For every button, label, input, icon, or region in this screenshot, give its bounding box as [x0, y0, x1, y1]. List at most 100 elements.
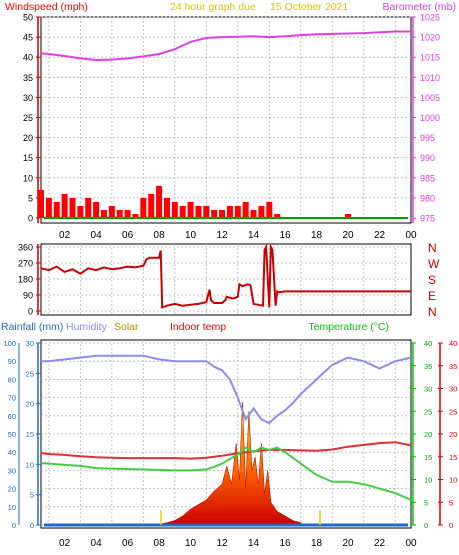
barometer-tick-label: 990	[420, 153, 435, 163]
time-tick-label: 16	[279, 538, 291, 549]
windspeed-bar	[219, 209, 226, 218]
humidity-tick-label: 70	[8, 394, 16, 403]
barometer-tick-label: 1025	[420, 13, 440, 23]
windspeed-tick-label: 35	[23, 73, 33, 83]
windspeed-bar	[85, 197, 92, 218]
barometer-line	[40, 30, 411, 62]
humidity-tick-label: 0	[12, 521, 16, 530]
panel-wind-time-axis: 02 04 06 08 10 12 14 16 18 20 22 00	[59, 230, 417, 241]
temperature-tick-label: 35	[424, 362, 432, 371]
time-tick-label: 12	[217, 538, 229, 549]
time-tick-label: 20	[342, 230, 354, 241]
graph-date-caption: 24 hour graph due	[170, 1, 256, 13]
barometer-axis: 975 980 985 990 995 1000 1005 1010 1015 1020 1025	[411, 13, 440, 224]
time-tick-label: 04	[91, 538, 103, 549]
time-tick-label: 06	[122, 538, 134, 549]
barometer-tick-label: 1005	[420, 93, 440, 103]
time-tick-label: 06	[122, 230, 134, 241]
humidity-line	[41, 354, 412, 425]
windspeed-bar	[195, 205, 202, 218]
indoor-temp-tick-label: 15	[449, 453, 457, 462]
time-tick-label: 14	[248, 230, 260, 241]
barometer-label: Barometer (mb)	[382, 1, 456, 13]
compass-label: W	[428, 257, 440, 271]
time-tick-label: 10	[185, 538, 197, 549]
indoor-temp-tick-label: 35	[449, 362, 457, 371]
indoor-temp-tick-label: 20	[449, 430, 457, 439]
windspeed-bar	[211, 209, 218, 218]
time-tick-label: 08	[154, 538, 166, 549]
windspeed-bar	[61, 193, 68, 218]
humidity-tick-label: 90	[8, 357, 16, 366]
temperature-tick-label: 25	[424, 407, 432, 416]
panel-direction-frame	[40, 243, 412, 316]
rainfall-tick-label: 0	[30, 521, 34, 530]
time-tick-label: 16	[279, 230, 291, 241]
indoor-temp-tick-label: 10	[449, 476, 457, 485]
panel-wind-frame	[40, 16, 412, 224]
time-tick-label: 10	[185, 230, 197, 241]
windspeed-bar	[116, 209, 123, 218]
windspeed-tick-label: 15	[23, 153, 33, 163]
temperature-tick-label: 5	[424, 498, 428, 507]
direction-tick-label: 270	[18, 259, 33, 269]
barometer-tick-label: 980	[420, 193, 435, 203]
humidity-label: Humidity	[66, 321, 108, 333]
time-tick-label: 08	[154, 230, 166, 241]
humidity-axis: 0 10 20 30 40 50 60 70 80 90 100	[3, 339, 20, 530]
windspeed-bar	[132, 213, 139, 218]
humidity-tick-label: 50	[8, 430, 16, 439]
time-tick-label: 02	[59, 538, 71, 549]
windspeed-tick-label: 40	[23, 53, 33, 63]
time-tick-label: 20	[342, 538, 354, 549]
humidity-tick-label: 40	[8, 448, 16, 457]
barometer-tick-label: 995	[420, 133, 435, 143]
indoor-temp-label: Indoor temp	[170, 321, 226, 333]
humidity-tick-label: 10	[8, 503, 16, 512]
windspeed-bar	[203, 205, 210, 218]
graph-date: 15 October 2021	[270, 1, 348, 13]
indoor-temp-tick-label: 0	[449, 521, 453, 530]
windspeed-tick-label: 20	[23, 133, 33, 143]
windspeed-bar	[45, 197, 52, 218]
windspeed-tick-label: 30	[23, 93, 33, 103]
temperature-tick-label: 15	[424, 453, 432, 462]
windspeed-bar	[266, 201, 273, 218]
windspeed-tick-label: 5	[28, 193, 33, 203]
windspeed-bar	[53, 201, 60, 218]
windspeed-bar	[163, 197, 170, 218]
barometer-tick-label: 1010	[420, 73, 440, 83]
windspeed-bar	[242, 201, 249, 218]
indoor-temp-tick-label: 40	[449, 339, 457, 348]
temperature-tick-label: 10	[424, 476, 432, 485]
wind-direction-line	[40, 243, 411, 309]
direction-tick-label: 360	[18, 243, 33, 253]
windspeed-tick-label: 25	[23, 113, 33, 123]
panel-temperature-time-axis: 02 04 06 08 10 12 14 16 18 20 22 00	[59, 538, 417, 549]
compass-label: E	[428, 289, 436, 303]
compass-label: N	[428, 241, 437, 255]
windspeed-bar	[148, 193, 155, 218]
humidity-tick-label: 30	[8, 466, 16, 475]
windspeed-bar	[234, 205, 241, 218]
windspeed-bar	[93, 201, 100, 218]
windspeed-bar	[345, 213, 352, 218]
time-tick-label: 14	[248, 538, 260, 549]
barometer-tick-label: 985	[420, 173, 435, 183]
temperature-tick-label: 20	[424, 430, 432, 439]
rainfall-tick-label: 30	[26, 339, 34, 348]
rainfall-tick-label: 25	[26, 369, 34, 378]
humidity-tick-label: 80	[8, 375, 16, 384]
solar-area	[156, 402, 303, 526]
direction-tick-label: 0	[28, 307, 33, 317]
windspeed-axis: 0 5 10 15 20 25 30 35 40 45 50	[23, 13, 41, 224]
windspeed-bar	[69, 197, 76, 218]
windspeed-bar	[38, 189, 44, 218]
time-tick-label: 00	[405, 538, 417, 549]
temperature-tick-label: 40	[424, 339, 432, 348]
panel-direction-grid	[41, 244, 411, 315]
temperature-line	[40, 446, 412, 501]
windspeed-tick-label: 0	[28, 214, 33, 224]
